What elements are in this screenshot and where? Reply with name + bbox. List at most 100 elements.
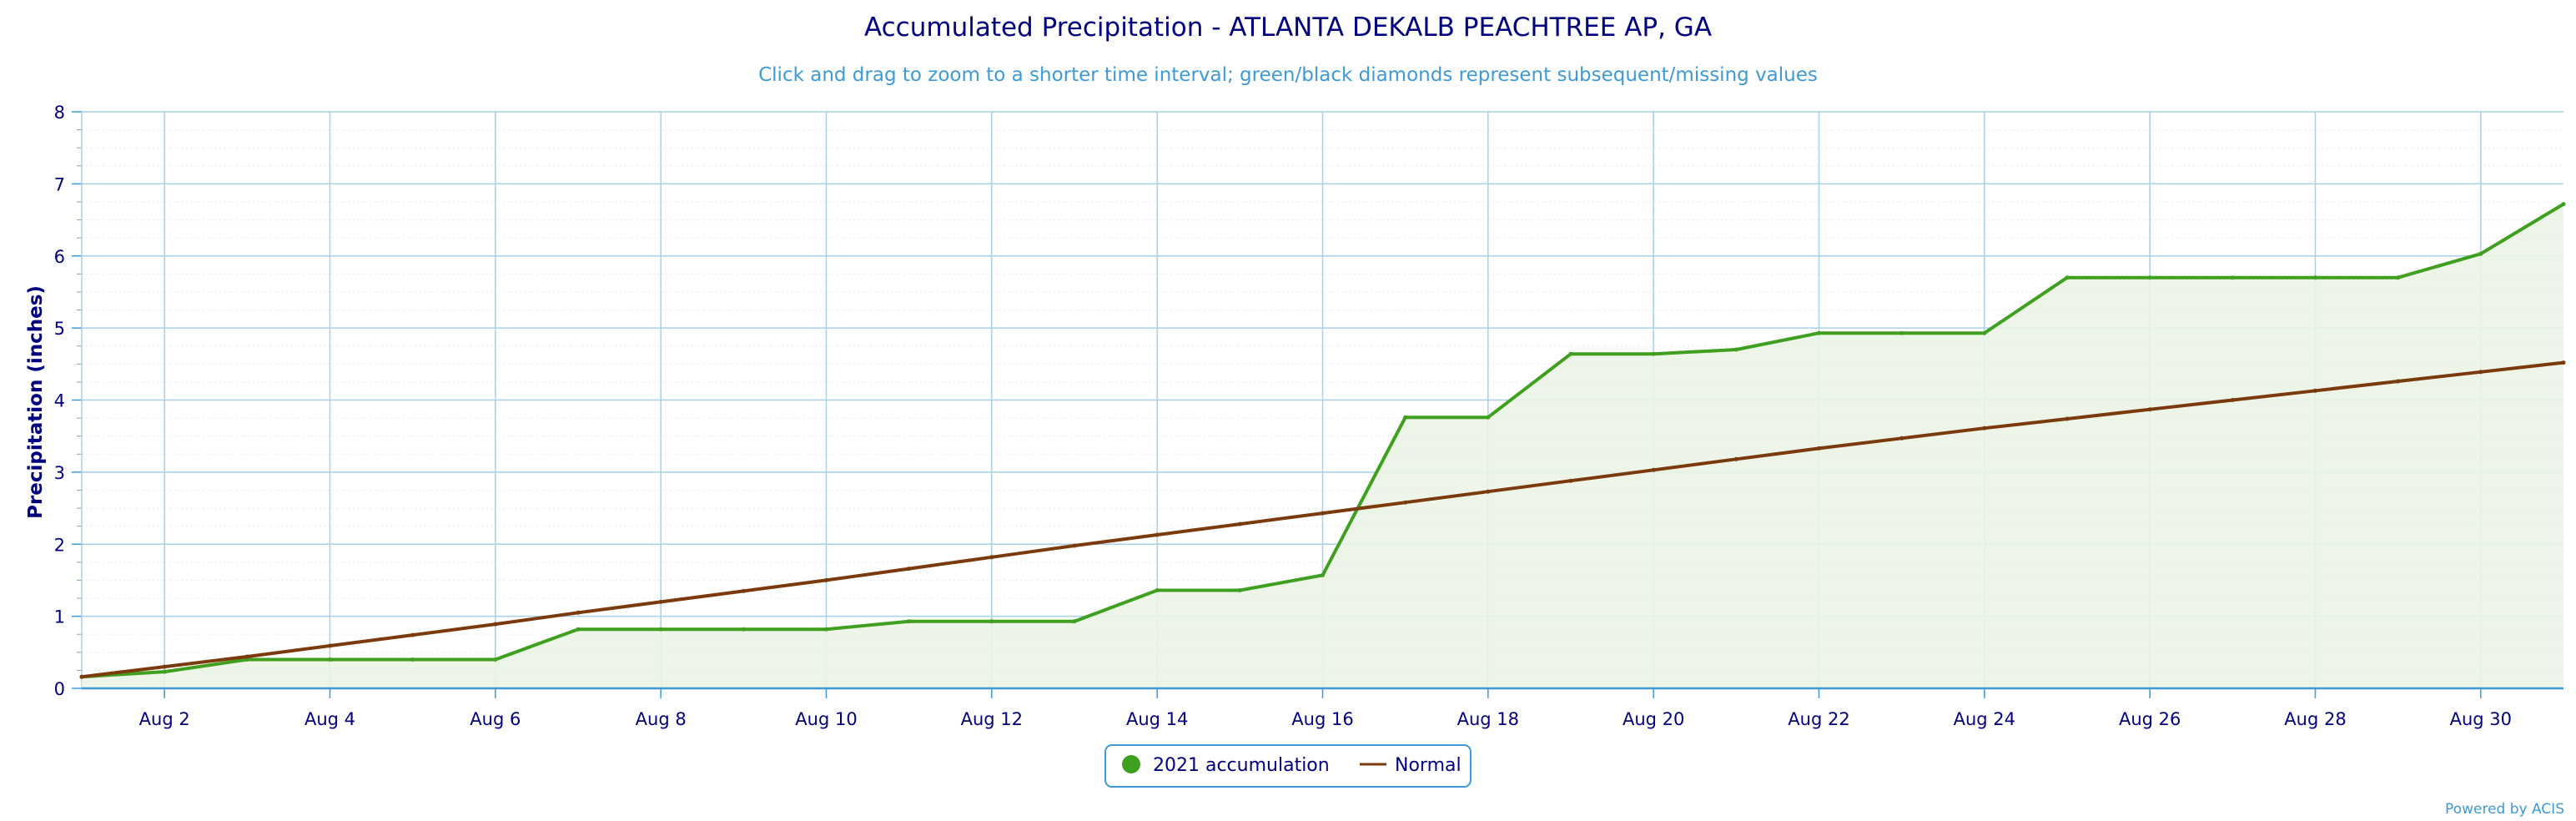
legend-item-normal[interactable]: Normal [1360,755,1462,776]
data-point [2230,398,2235,402]
data-point [1403,500,1408,505]
data-point [824,577,828,582]
y-tick-label: 3 [54,463,65,483]
data-point [2065,275,2070,280]
data-point [576,627,581,632]
data-point [2396,275,2401,280]
data-point [1486,489,1491,494]
x-tick-label: Aug 6 [470,709,521,729]
data-point [741,588,746,593]
chart-title: Accumulated Precipitation - ATLANTA DEKA… [864,13,1712,43]
x-tick-label: Aug 16 [1291,709,1353,729]
data-point [658,627,663,632]
x-tick-label: Aug 2 [139,709,190,729]
data-point [1321,511,1325,516]
x-tick-label: Aug 20 [1623,709,1684,729]
credit-link[interactable]: Powered by ACIS [2445,801,2564,818]
y-tick-label: 6 [54,247,65,267]
y-axis-label: Precipitation (inches) [25,285,47,519]
y-tick-label: 2 [54,535,65,555]
axes: 0 1 2 3 4 5 6 7 8 Aug 2 Aug 4 Aug 6 Aug 8 Aug 10 Aug 1… [54,103,2563,729]
data-point [1237,521,1242,526]
data-point [244,657,249,662]
data-point [162,664,167,669]
data-point [244,654,249,659]
data-point [989,619,994,624]
data-point [410,657,415,662]
data-point [162,669,167,674]
data-point [1568,351,1573,356]
y-tick-label: 1 [54,607,65,627]
y-tick-label: 5 [54,319,65,339]
legend-box [1104,744,1472,788]
data-point [1817,330,1821,335]
data-point [1651,467,1656,472]
x-tick-label: Aug 10 [795,709,857,729]
x-tick-label: Aug 26 [2119,709,2181,729]
data-point [2478,251,2483,256]
data-point [1321,572,1325,577]
data-point [1237,588,1242,592]
x-tick-label: Aug 12 [961,709,1023,729]
data-point [493,657,498,662]
x-tick-label: Aug 18 [1457,709,1519,729]
data-point [2561,202,2566,207]
legend-label: 2021 accumulation [1153,755,1330,776]
data-point [1486,415,1491,420]
data-point [2313,388,2317,393]
data-point [410,632,415,637]
data-point [1155,532,1160,537]
x-tick-label: Aug 14 [1126,709,1188,729]
data-point [2478,370,2483,375]
data-point [328,657,332,662]
data-point [824,627,828,632]
data-point [1733,347,1738,352]
chart-subtitle: Click and drag to zoom to a shorter time… [758,64,1818,86]
data-point [658,599,663,604]
data-point [328,643,332,648]
x-tick-label: Aug 8 [636,709,687,729]
y-tick-label: 0 [54,679,65,699]
data-point [1982,330,1987,335]
data-point [1899,330,1904,335]
data-point [1733,456,1738,461]
x-tick-label: Aug 24 [1954,709,2015,729]
y-tick-label: 4 [54,391,65,411]
plot-area[interactable]: 0 1 2 3 4 5 6 7 8 Aug 2 Aug 4 Aug 6 Aug 8 Aug 10 Aug 1… [54,103,2566,729]
y-tick-label: 7 [54,174,65,194]
data-point [79,674,84,679]
data-point [1072,543,1077,548]
series-area-fill [82,204,2563,689]
legend-item-2021-accumulation[interactable]: 2021 accumulation [1122,755,1330,776]
data-point [741,627,746,632]
data-point [2147,275,2152,280]
data-point [2230,275,2235,280]
x-tick-label: Aug 28 [2284,709,2346,729]
data-point [1155,588,1160,592]
data-point [1072,619,1077,624]
data-point [1403,415,1408,420]
y-tick-label: 8 [54,103,65,123]
data-point [1568,478,1573,483]
series-layer [79,202,2566,689]
data-point [1817,446,1821,451]
legend-label: Normal [1395,755,1462,776]
data-point [2065,416,2070,421]
data-point [1899,436,1904,441]
data-point [907,567,912,572]
data-point [989,555,994,560]
data-point [2396,379,2401,384]
data-point [2313,275,2317,280]
data-point [2561,360,2566,365]
data-point [576,610,581,615]
x-tick-label: Aug 30 [2450,709,2512,729]
data-point [493,622,498,627]
legend[interactable]: 2021 accumulation Normal [1104,744,1472,788]
x-tick-label: Aug 22 [1788,709,1849,729]
data-point [2147,407,2152,412]
legend-marker-circle-icon [1122,755,1140,773]
data-point [907,619,912,624]
data-point [1651,351,1656,356]
x-tick-label: Aug 4 [304,709,355,729]
